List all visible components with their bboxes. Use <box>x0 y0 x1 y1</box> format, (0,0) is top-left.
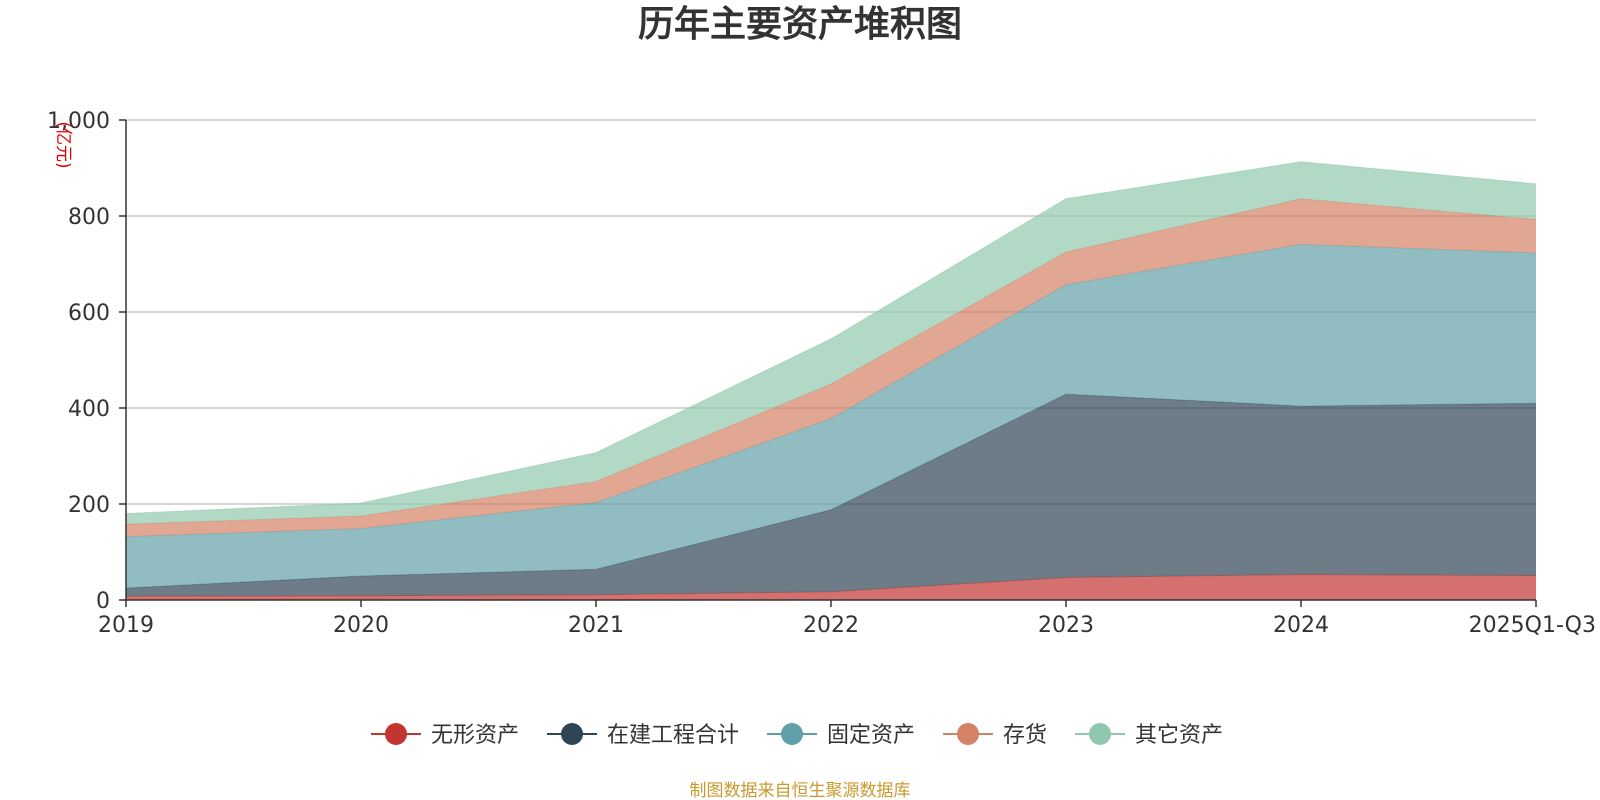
chart-title: 历年主要资产堆积图 <box>638 4 962 45</box>
area-固定资产 <box>126 244 1536 588</box>
legend-label: 在建工程合计 <box>607 723 739 748</box>
legend-marker <box>385 723 407 745</box>
legend-marker <box>1089 723 1111 745</box>
y-tick-label: 400 <box>68 397 110 422</box>
x-tick-label: 2025Q1-Q3 <box>1469 613 1596 638</box>
y-tick-label: 1,000 <box>47 109 110 134</box>
area-在建工程合计 <box>126 394 1536 597</box>
y-tick-label: 600 <box>68 301 110 326</box>
legend-label: 存货 <box>1003 723 1047 748</box>
legend-marker <box>781 723 803 745</box>
legend-marker <box>957 723 979 745</box>
legend-label: 无形资产 <box>431 723 519 748</box>
legend-item-存货[interactable]: 存货 <box>943 723 1047 748</box>
legend-item-固定资产[interactable]: 固定资产 <box>767 723 915 748</box>
area-series <box>125 161 1537 600</box>
legend-item-其它资产[interactable]: 其它资产 <box>1075 723 1223 748</box>
legend-item-无形资产[interactable]: 无形资产 <box>371 723 519 748</box>
y-axis-unit-label: (亿元) <box>53 121 73 168</box>
y-tick-label: 0 <box>96 589 110 614</box>
legend-marker <box>561 723 583 745</box>
legend-label: 固定资产 <box>827 723 915 748</box>
data-source-note: 制图数据来自恒生聚源数据库 <box>690 781 911 800</box>
x-tick-label: 2020 <box>333 613 389 638</box>
x-tick-label: 2021 <box>568 613 624 638</box>
legend-item-在建工程合计[interactable]: 在建工程合计 <box>547 723 739 748</box>
area-存货 <box>126 198 1536 537</box>
x-tick-label: 2019 <box>98 613 154 638</box>
x-tick-label: 2024 <box>1273 613 1329 638</box>
y-tick-label: 200 <box>68 493 110 518</box>
y-tick-label: 800 <box>68 205 110 230</box>
x-tick-label: 2022 <box>803 613 859 638</box>
area-无形资产 <box>126 574 1536 600</box>
axes: 0 200 400 600 800 1,000 2019 2020 2021 2022 2023 20… <box>47 109 1596 638</box>
area-其它资产 <box>126 161 1536 525</box>
legend[interactable]: 无形资产 在建工程合计 固定资产 存货 其它资产 <box>371 723 1223 748</box>
x-tick-label: 2023 <box>1038 613 1094 638</box>
series-line-其它资产 <box>125 161 1537 515</box>
legend-label: 其它资产 <box>1135 723 1223 748</box>
